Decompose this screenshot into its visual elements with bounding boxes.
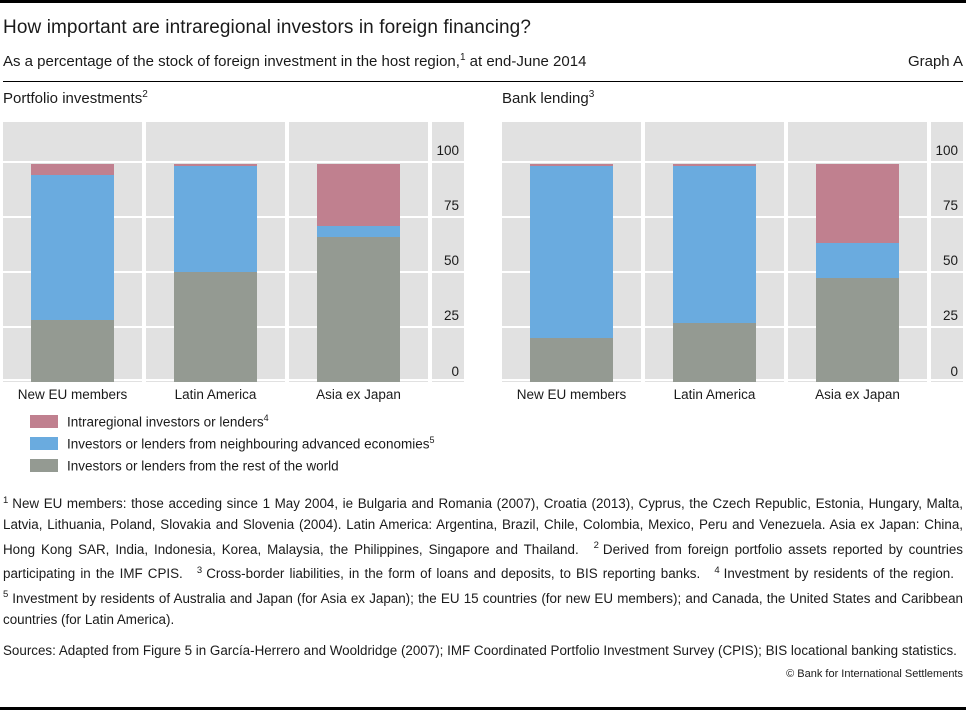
category-label: Latin America [673,387,756,402]
category-column [788,122,927,382]
legend-item-intraregional: Intraregional investors or lenders4 [30,410,963,432]
footnote-ref: 1 [3,495,9,506]
category-column [3,122,142,382]
footnote-ref: 5 [3,589,9,601]
legend-label: Investors or lenders from the rest of th… [67,458,339,474]
legend: Intraregional investors or lenders4 Inve… [30,410,963,476]
stacked-bar [173,122,258,382]
gridline-100 [3,160,464,163]
footnote-1: 1 New EU members: those acceding since 1 … [3,495,963,557]
stacked-bar [672,122,757,382]
bank-lending-xaxis-labels: New EU members Latin America Asia ex Japan [502,387,963,402]
bar-segment-advanced_economies [316,225,401,237]
bar-segment-advanced_economies [30,174,115,321]
y-tick-label: 25 [443,308,459,324]
y-tick-label: 50 [942,253,958,269]
y-tick-label: 50 [443,253,459,269]
footnote-ref: 3 [196,564,203,576]
legend-label: Investors or lenders from neighbouring a… [67,434,435,452]
footnote-5: 5 Investment by residents of Australia an… [3,589,963,627]
panel-title-footnote-ref: 2 [142,89,148,100]
panel-title-text: Portfolio investments [3,90,143,107]
category-label: Asia ex Japan [815,387,900,402]
y-tick-label: 0 [950,363,958,379]
legend-item-rest-of-world: Investors or lenders from the rest of th… [30,454,963,476]
bar-segment-rest_of_world [815,278,900,382]
category-label: Latin America [174,387,257,402]
category-label: Asia ex Japan [316,387,401,402]
top-rule [0,0,966,3]
bar-segment-advanced_economies [173,166,258,272]
y-tick-label: 75 [443,198,459,214]
footnote-3: 3 Cross-border liabilities, in the form o… [196,564,701,582]
category-column [645,122,784,382]
category-column [289,122,428,382]
footnote-ref: 2 [593,540,599,552]
panel-bank-lending: Bank lending3 0 25 50 75 100 New EU members L… [502,89,963,402]
y-axis-label-column: 0 25 50 75 100 [931,122,963,382]
charts-row: Portfolio investments2 0 25 50 75 100 New EU… [3,89,963,402]
bar-segment-rest_of_world [30,320,115,382]
x-labels-spacer [432,387,464,402]
page-title: How important are intraregional investor… [3,17,532,38]
category-column [502,122,641,382]
portfolio-chart-plot: 0 25 50 75 100 [3,122,464,382]
bar-segment-intraregional [30,163,115,175]
panel-title-portfolio: Portfolio investments2 [3,89,464,107]
sources: Sources: Adapted from Figure 5 in García… [3,642,957,658]
stacked-bar [316,122,401,382]
bar-segment-intraregional [173,163,258,167]
y-tick-label: 100 [935,143,958,159]
footnote-ref: 4 [714,564,720,576]
y-tick-label: 75 [942,198,958,214]
legend-swatch-intraregional [30,414,58,428]
stacked-bar [529,122,614,382]
category-column [146,122,285,382]
panel-title-text: Bank lending [502,90,589,107]
footnote-4: 4 Investment by residents of the region. [714,564,954,582]
y-tick-label: 25 [942,308,958,324]
category-label: New EU members [516,387,627,402]
legend-label: Intraregional investors or lenders4 [67,412,269,430]
bar-segment-intraregional [815,163,900,244]
subtitle: As a percentage of the stock of foreign … [3,52,586,70]
bar-segment-intraregional [316,163,401,226]
legend-swatch-advanced-economies [30,436,58,450]
legend-swatch-rest-of-world [30,458,58,472]
bar-segment-advanced_economies [815,243,900,279]
gridline-100 [502,160,963,163]
x-labels-spacer [931,387,963,402]
y-tick-label: 0 [451,363,459,379]
y-axis-label-column: 0 25 50 75 100 [432,122,464,382]
subtitle-suffix: at end-June 2014 [465,53,587,70]
graph-label: Graph A [907,53,963,70]
bar-segment-rest_of_world [316,236,401,382]
panel-title-bank-lending: Bank lending3 [502,89,963,107]
footnotes: 1 New EU members: those acceding since 1 … [3,490,963,630]
subtitle-footnote-ref: 1 [459,52,466,63]
portfolio-xaxis-labels: New EU members Latin America Asia ex Japan [3,387,464,402]
bar-segment-intraregional [672,163,757,167]
bar-segment-rest_of_world [173,271,258,382]
bottom-rule [0,707,966,710]
bar-segment-intraregional [529,163,614,167]
bank-lending-chart-plot: 0 25 50 75 100 [502,122,963,382]
subtitle-text: As a percentage of the stock of foreign … [3,53,460,70]
bar-segment-rest_of_world [529,337,614,382]
bar-segment-rest_of_world [672,322,757,382]
header-rule [3,81,963,82]
category-label: New EU members [17,387,128,402]
stacked-bar [815,122,900,382]
bar-segment-advanced_economies [672,166,757,323]
bar-segment-advanced_economies [529,166,614,338]
stacked-bar [30,122,115,382]
footnote-2: 2 Derived from foreign portfolio assets r… [3,540,963,582]
panel-title-footnote-ref: 3 [588,89,595,100]
y-tick-label: 100 [436,143,459,159]
copyright: © Bank for International Settlements [786,667,963,680]
subtitle-row: As a percentage of the stock of foreign … [3,52,963,70]
legend-item-advanced-economies: Investors or lenders from neighbouring a… [30,432,963,454]
panel-portfolio-investments: Portfolio investments2 0 25 50 75 100 New EU… [3,89,464,402]
